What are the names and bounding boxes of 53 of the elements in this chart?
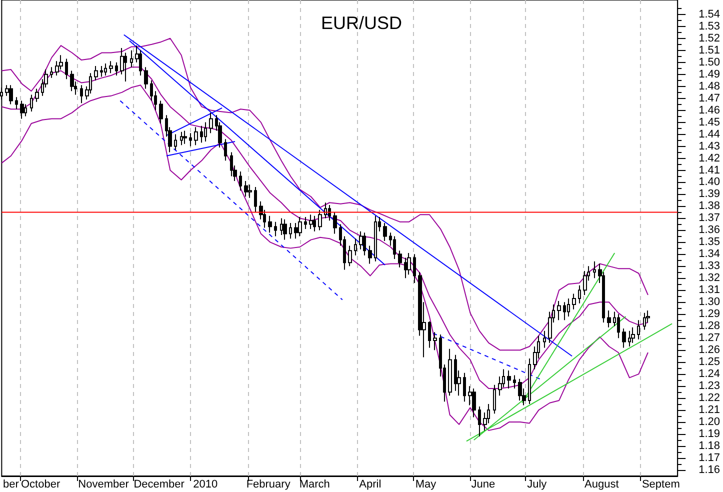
- y-tick-label: 1.19: [698, 428, 720, 440]
- y-tick-label: 1.46: [698, 104, 720, 116]
- x-tick-label: December: [134, 478, 185, 490]
- x-tick-label: July: [527, 478, 548, 490]
- x-tick-label: October: [20, 478, 60, 490]
- y-tick-label: 1.44: [698, 128, 720, 140]
- y-tick-label: 1.42: [698, 152, 720, 164]
- y-tick-label: 1.52: [698, 32, 720, 44]
- x-tick-label: 2010: [193, 478, 218, 490]
- y-tick-label: 1.50: [698, 56, 720, 68]
- y-tick-label: 1.35: [698, 236, 720, 248]
- y-tick-label: 1.23: [698, 380, 720, 392]
- y-tick-label: 1.48: [698, 80, 720, 92]
- y-tick-label: 1.20: [698, 416, 720, 428]
- x-tick-label: April: [359, 478, 382, 490]
- x-tick-label: November: [78, 478, 130, 490]
- y-tick-label: 1.53: [698, 20, 720, 32]
- y-tick-label: 1.36: [698, 224, 720, 236]
- y-tick-label: 1.33: [698, 260, 720, 272]
- x-tick-label: ber: [2, 478, 20, 490]
- y-tick-label: 1.30: [698, 296, 720, 308]
- y-tick-label: 1.28: [698, 320, 720, 332]
- y-tick-label: 1.54: [698, 8, 720, 20]
- y-tick-label: 1.29: [698, 308, 720, 320]
- y-tick-label: 1.17: [698, 452, 720, 464]
- y-tick-label: 1.51: [698, 44, 720, 56]
- y-tick-label: 1.24: [698, 368, 720, 380]
- y-tick-label: 1.37: [698, 212, 720, 224]
- x-tick-label: June: [471, 478, 496, 490]
- y-tick-label: 1.39: [698, 188, 720, 200]
- y-tick-label: 1.21: [698, 404, 720, 416]
- y-tick-label: 1.32: [698, 272, 720, 284]
- x-tick-label: March: [299, 478, 330, 490]
- y-tick-label: 1.34: [698, 248, 720, 260]
- y-tick-label: 1.41: [698, 164, 720, 176]
- x-tick-label: Septem: [642, 478, 680, 490]
- y-tick-label: 1.45: [698, 116, 720, 128]
- y-tick-label: 1.38: [698, 200, 720, 212]
- x-tick-label: May: [415, 478, 437, 490]
- x-tick-label: February: [246, 478, 291, 490]
- y-tick-label: 1.47: [698, 92, 720, 104]
- y-tick-label: 1.27: [698, 332, 720, 344]
- x-tick-label: August: [584, 478, 619, 490]
- y-tick-label: 1.26: [698, 344, 720, 356]
- y-tick-label: 1.43: [698, 140, 720, 152]
- y-tick-label: 1.49: [698, 68, 720, 80]
- y-tick-label: 1.25: [698, 356, 720, 368]
- text: EUR/USD: [321, 13, 402, 33]
- y-tick-label: 1.22: [698, 392, 720, 404]
- y-tick-label: 1.31: [698, 284, 720, 296]
- y-tick-label: 1.40: [698, 176, 720, 188]
- y-tick-label: 1.18: [698, 440, 720, 452]
- y-tick-label: 1.16: [698, 464, 720, 476]
